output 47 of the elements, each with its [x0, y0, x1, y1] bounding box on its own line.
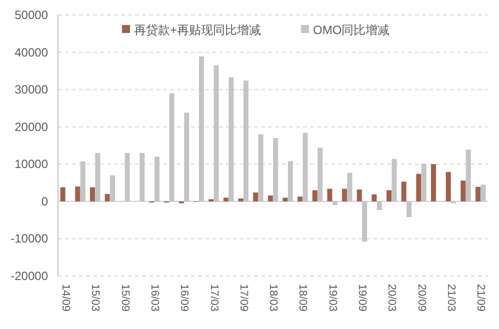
y-tick-label: 50000 [14, 8, 48, 22]
bar [416, 174, 422, 202]
bar [60, 187, 66, 202]
bar [342, 188, 348, 202]
x-tick-label: 17/09 [237, 284, 250, 312]
x-tick-label: 15/03 [89, 284, 102, 312]
bar [327, 188, 332, 202]
x-tick-label: 14/09 [60, 284, 72, 312]
bar [356, 189, 362, 202]
bar [401, 182, 406, 202]
y-tick-label: 40000 [14, 45, 48, 60]
x-tick-label: 20/03 [386, 284, 398, 312]
x-tick-label: 18/09 [296, 284, 309, 312]
x-tick-label: 18/03 [267, 284, 280, 312]
bar [386, 190, 392, 202]
bar [460, 180, 466, 202]
bar [104, 194, 110, 202]
y-tick-label: -20000 [10, 269, 48, 283]
legend-label: 再贷款+再贴现同比增减 [134, 23, 262, 37]
x-tick-label: 15/09 [118, 284, 131, 312]
bar [90, 187, 95, 202]
y-tick-label: 10000 [14, 157, 48, 172]
x-tick-label: 19/09 [356, 284, 368, 312]
bar [312, 190, 318, 202]
x-tick-label: 17/03 [208, 284, 220, 312]
x-tick-label: 19/03 [326, 284, 338, 312]
x-tick-label: 20/09 [415, 284, 428, 312]
x-tick-label: 21/03 [445, 284, 458, 312]
bar [223, 198, 228, 202]
bar [298, 196, 303, 202]
bar [372, 194, 377, 202]
bar [238, 198, 244, 202]
y-tick-label: 0 [41, 194, 48, 208]
bar [431, 164, 436, 202]
y-tick-label: 20000 [14, 120, 48, 134]
x-tick-label: 21/09 [474, 284, 487, 312]
bar [253, 192, 258, 202]
bar [282, 198, 288, 202]
x-tick-label: 16/09 [178, 284, 190, 312]
bar [75, 186, 80, 202]
legend-label: OMO同比增减 [313, 23, 390, 37]
y-tick-label: 30000 [14, 82, 48, 97]
bar [268, 195, 273, 202]
bar [475, 186, 480, 202]
y-tick-label: -10000 [10, 232, 48, 246]
bar [446, 172, 451, 202]
x-tick-label: 16/03 [148, 284, 160, 312]
